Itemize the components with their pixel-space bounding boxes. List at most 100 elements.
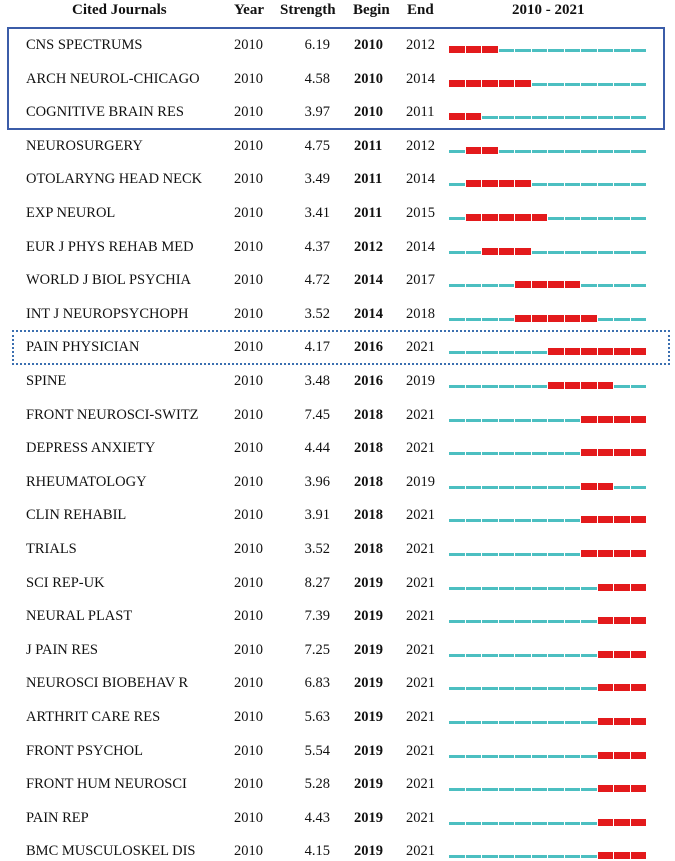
timeline-segment xyxy=(498,418,515,422)
timeline-segment xyxy=(597,149,614,153)
timeline-segment xyxy=(630,317,647,321)
timeline-segment xyxy=(548,116,564,120)
timeline-segment xyxy=(564,82,581,86)
timeline-segment xyxy=(498,687,515,691)
timeline-segment xyxy=(449,653,465,657)
timeline-segment xyxy=(531,687,548,691)
timeline-segment xyxy=(564,183,581,187)
burst-segment xyxy=(531,314,548,322)
begin-value: 2018 xyxy=(354,507,383,524)
timeline-segment xyxy=(515,452,531,456)
year-value: 2010 xyxy=(234,205,263,221)
burst-segment xyxy=(614,617,630,625)
journal-name: ARTHRIT CARE RES xyxy=(26,709,161,725)
year-value: 2010 xyxy=(234,137,263,154)
timeline-segment xyxy=(531,485,548,489)
end-value: 2019 xyxy=(406,473,435,490)
end-value: 2015 xyxy=(406,205,435,221)
header-end: End xyxy=(407,2,434,18)
timeline-segment xyxy=(531,49,548,52)
year-value: 2010 xyxy=(234,70,263,87)
burst-segment xyxy=(531,281,548,289)
burst-segment xyxy=(548,281,564,289)
begin-value: 2010 xyxy=(354,104,383,121)
begin-value: 2018 xyxy=(354,541,383,557)
timeline-segment xyxy=(498,385,515,388)
journal-name: TRIALS xyxy=(26,541,77,557)
highlight-box-dotted xyxy=(12,329,670,366)
timeline-segment xyxy=(482,452,498,456)
timeline-segment xyxy=(614,317,630,321)
burst-segment xyxy=(597,348,614,356)
timeline-segment xyxy=(548,217,564,220)
burst-segment xyxy=(515,247,531,255)
timeline-segment xyxy=(630,82,647,86)
burst-segment xyxy=(614,718,630,725)
burst-segment xyxy=(515,79,531,87)
timeline-segment xyxy=(498,553,515,556)
end-value: 2014 xyxy=(406,171,435,188)
timeline-segment xyxy=(449,385,465,388)
timeline-segment xyxy=(581,284,597,288)
timeline-segment xyxy=(465,687,482,691)
timeline-segment xyxy=(449,418,465,422)
burst-segment xyxy=(597,718,614,725)
timeline-segment xyxy=(449,788,465,792)
strength-value: 7.39 xyxy=(304,608,330,625)
burst-segment xyxy=(630,550,647,557)
timeline-segment xyxy=(482,821,498,825)
timeline-segment xyxy=(531,553,548,556)
timeline-segment xyxy=(498,452,515,456)
year-value: 2010 xyxy=(234,473,263,490)
burst-segment xyxy=(597,818,614,826)
burst-segment xyxy=(482,79,498,87)
timeline-segment xyxy=(548,687,564,691)
timeline-segment xyxy=(465,855,482,859)
timeline-segment xyxy=(548,620,564,624)
year-value: 2010 xyxy=(234,641,263,658)
strength-value: 4.44 xyxy=(304,440,330,457)
journal-name: PAIN REP xyxy=(26,809,89,826)
burst-segment xyxy=(482,247,498,255)
year-value: 2010 xyxy=(234,608,263,625)
timeline-segment xyxy=(482,351,498,355)
timeline-segment xyxy=(465,351,482,355)
burst-segment xyxy=(597,650,614,658)
burst-segment xyxy=(581,516,597,524)
timeline-segment xyxy=(515,485,531,489)
timeline-segment xyxy=(581,821,597,825)
burst-segment xyxy=(630,650,647,658)
begin-value: 2018 xyxy=(354,406,383,423)
begin-value: 2019 xyxy=(354,776,383,793)
strength-value: 3.52 xyxy=(304,305,330,322)
timeline-segment xyxy=(515,418,531,422)
timeline-segment xyxy=(449,855,465,859)
timeline-segment xyxy=(482,485,498,489)
timeline-segment xyxy=(482,317,498,321)
begin-value: 2011 xyxy=(354,171,383,188)
timeline-segment xyxy=(498,149,515,153)
timeline-segment xyxy=(498,317,515,321)
burst-segment xyxy=(614,650,630,658)
timeline-segment xyxy=(449,620,465,624)
timeline-segment xyxy=(564,217,581,220)
timeline-segment xyxy=(630,149,647,153)
timeline-segment xyxy=(531,250,548,254)
timeline-segment xyxy=(531,149,548,153)
timeline-segment xyxy=(581,82,597,86)
timeline-segment xyxy=(515,821,531,825)
timeline-segment xyxy=(465,721,482,724)
timeline-segment xyxy=(614,149,630,153)
end-value: 2021 xyxy=(406,574,435,591)
timeline-segment xyxy=(449,586,465,590)
timeline-segment xyxy=(531,385,548,388)
year-value: 2010 xyxy=(234,809,263,826)
burst-segment xyxy=(630,852,647,860)
timeline-segment xyxy=(449,553,465,556)
timeline-segment xyxy=(564,821,581,825)
timeline-segment xyxy=(614,385,630,388)
burst-segment xyxy=(564,382,581,389)
timeline-segment xyxy=(581,754,597,758)
burst-segment xyxy=(614,785,630,793)
year-value: 2010 xyxy=(234,440,263,457)
